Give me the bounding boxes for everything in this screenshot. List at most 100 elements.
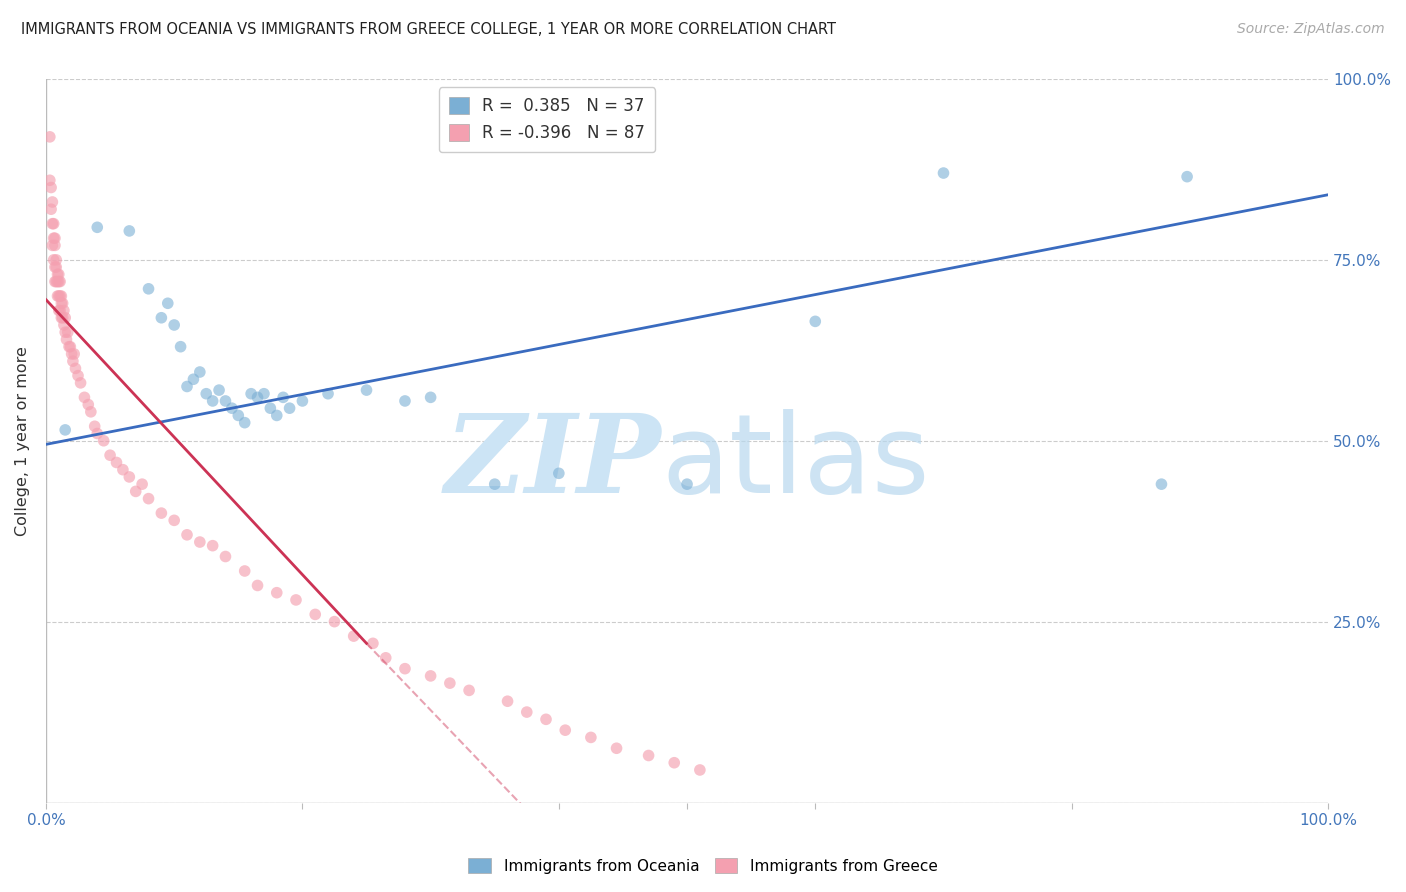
Point bbox=[1150, 477, 1173, 491]
Text: atlas: atlas bbox=[661, 409, 929, 516]
Point bbox=[271, 390, 294, 404]
Point bbox=[73, 390, 96, 404]
Point bbox=[156, 296, 179, 310]
Point bbox=[419, 669, 441, 683]
Point bbox=[44, 260, 66, 274]
Point bbox=[45, 260, 67, 274]
Point bbox=[52, 318, 75, 332]
Point bbox=[44, 275, 66, 289]
Point bbox=[323, 615, 346, 629]
Point bbox=[278, 401, 301, 416]
Point bbox=[138, 282, 160, 296]
Point bbox=[49, 275, 72, 289]
Point bbox=[49, 303, 72, 318]
Point bbox=[65, 361, 87, 376]
Point bbox=[52, 310, 75, 325]
Point bbox=[48, 303, 70, 318]
Point bbox=[304, 607, 326, 622]
Point bbox=[606, 741, 628, 756]
Point bbox=[188, 365, 211, 379]
Point bbox=[77, 398, 100, 412]
Point bbox=[59, 340, 82, 354]
Point bbox=[83, 419, 105, 434]
Point bbox=[534, 712, 557, 726]
Point bbox=[176, 379, 198, 393]
Point bbox=[163, 318, 186, 332]
Point bbox=[150, 310, 173, 325]
Point bbox=[253, 386, 276, 401]
Point bbox=[419, 390, 441, 404]
Point bbox=[316, 386, 339, 401]
Point bbox=[41, 194, 63, 209]
Point bbox=[932, 166, 955, 180]
Point bbox=[394, 394, 416, 409]
Point bbox=[226, 409, 249, 423]
Point bbox=[66, 368, 89, 383]
Point bbox=[664, 756, 686, 770]
Point bbox=[1175, 169, 1198, 184]
Point bbox=[111, 463, 134, 477]
Point bbox=[51, 310, 73, 325]
Point bbox=[56, 325, 79, 339]
Point bbox=[394, 662, 416, 676]
Point bbox=[221, 401, 243, 416]
Point bbox=[233, 416, 256, 430]
Point bbox=[69, 376, 91, 390]
Point bbox=[118, 470, 141, 484]
Point bbox=[51, 289, 73, 303]
Point bbox=[38, 129, 60, 144]
Point bbox=[93, 434, 115, 448]
Point bbox=[53, 325, 76, 339]
Point bbox=[201, 394, 224, 409]
Point bbox=[259, 401, 281, 416]
Point bbox=[38, 173, 60, 187]
Point bbox=[48, 289, 70, 303]
Point bbox=[60, 347, 83, 361]
Point bbox=[458, 683, 481, 698]
Point bbox=[547, 467, 569, 481]
Point bbox=[44, 231, 66, 245]
Point bbox=[62, 354, 84, 368]
Point bbox=[41, 238, 63, 252]
Point bbox=[195, 386, 218, 401]
Point bbox=[46, 268, 69, 282]
Point bbox=[131, 477, 153, 491]
Text: ZIP: ZIP bbox=[444, 409, 661, 516]
Point bbox=[579, 731, 602, 745]
Point bbox=[356, 383, 378, 397]
Legend: Immigrants from Oceania, Immigrants from Greece: Immigrants from Oceania, Immigrants from… bbox=[463, 852, 943, 880]
Point bbox=[39, 180, 62, 194]
Point bbox=[46, 289, 69, 303]
Point bbox=[46, 275, 69, 289]
Point bbox=[291, 394, 314, 409]
Point bbox=[86, 220, 108, 235]
Point bbox=[176, 528, 198, 542]
Point bbox=[285, 593, 308, 607]
Point bbox=[637, 748, 659, 763]
Point bbox=[214, 549, 236, 564]
Point bbox=[201, 539, 224, 553]
Point bbox=[214, 394, 236, 409]
Point bbox=[125, 484, 148, 499]
Point bbox=[53, 423, 76, 437]
Point bbox=[41, 217, 63, 231]
Point bbox=[52, 296, 75, 310]
Point bbox=[118, 224, 141, 238]
Point bbox=[150, 506, 173, 520]
Point bbox=[45, 275, 67, 289]
Y-axis label: College, 1 year or more: College, 1 year or more bbox=[15, 346, 30, 536]
Point bbox=[183, 372, 205, 386]
Point bbox=[42, 217, 65, 231]
Point bbox=[44, 238, 66, 252]
Point bbox=[689, 763, 711, 777]
Point bbox=[676, 477, 699, 491]
Point bbox=[266, 585, 288, 599]
Point bbox=[496, 694, 519, 708]
Point bbox=[63, 347, 86, 361]
Point bbox=[516, 705, 538, 719]
Point bbox=[49, 289, 72, 303]
Point bbox=[240, 386, 263, 401]
Point bbox=[105, 455, 128, 469]
Point bbox=[39, 202, 62, 217]
Point bbox=[48, 268, 70, 282]
